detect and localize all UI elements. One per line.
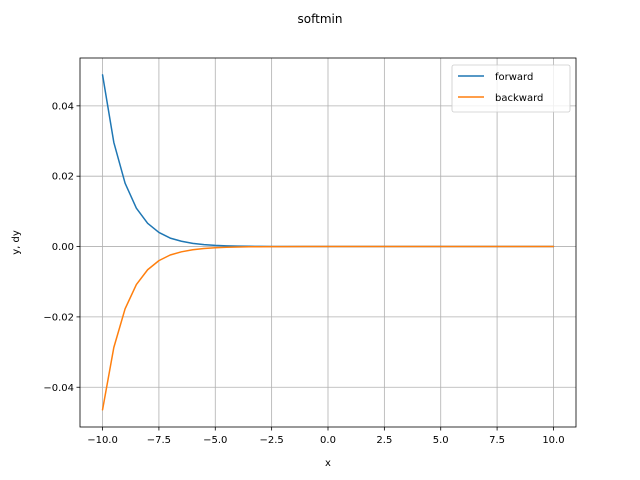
x-tick-label: 10.0 bbox=[542, 435, 564, 446]
chart-title: softmin bbox=[298, 12, 343, 26]
x-axis-ticks: −10.0 −7.5 −5.0 −2.5 0.0 2.5 5.0 7.5 10.0 bbox=[87, 427, 565, 446]
plot-series bbox=[101, 74, 555, 411]
x-tick-label: 5.0 bbox=[433, 435, 449, 446]
x-tick-label: 0.0 bbox=[320, 435, 336, 446]
x-tick-label: −10.0 bbox=[87, 435, 118, 446]
y-tick-label: 0.00 bbox=[52, 242, 74, 253]
y-tick-label: −0.02 bbox=[43, 312, 74, 323]
y-tick-label: 0.04 bbox=[52, 101, 74, 112]
x-axis-label: x bbox=[325, 458, 331, 469]
y-axis-label: y, dy bbox=[11, 230, 22, 255]
x-tick-label: 7.5 bbox=[489, 435, 505, 446]
legend-label-backward: backward bbox=[495, 93, 543, 104]
y-tick-label: 0.02 bbox=[52, 172, 74, 183]
y-axis-ticks: −0.04 −0.02 0.00 0.02 0.04 bbox=[43, 101, 80, 394]
legend: forward backward bbox=[451, 64, 571, 113]
grid bbox=[80, 58, 576, 427]
x-tick-label: −7.5 bbox=[147, 435, 171, 446]
x-tick-label: 2.5 bbox=[376, 435, 392, 446]
legend-label-forward: forward bbox=[495, 72, 533, 83]
series-line-backward bbox=[101, 245, 555, 411]
y-tick-label: −0.04 bbox=[43, 383, 74, 394]
x-tick-label: −5.0 bbox=[203, 435, 227, 446]
x-tick-label: −2.5 bbox=[259, 435, 283, 446]
